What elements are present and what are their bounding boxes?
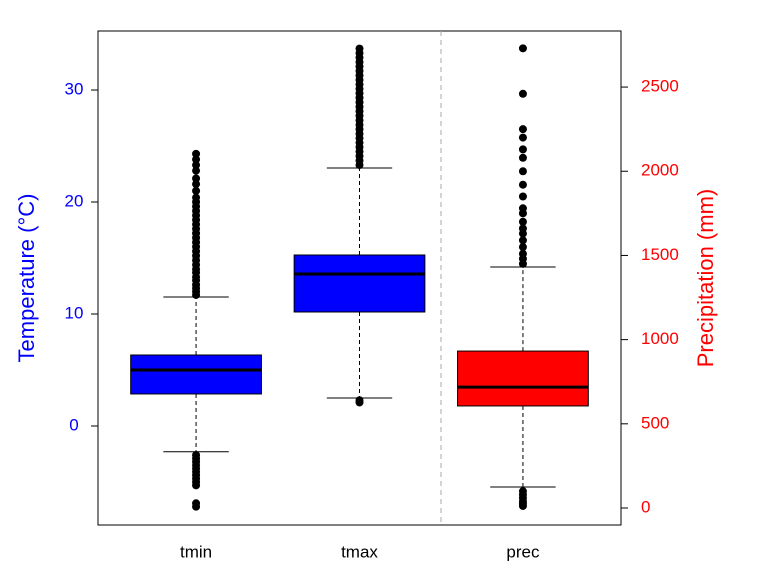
outlier	[518, 145, 527, 154]
outlier	[518, 44, 527, 53]
outlier	[192, 186, 201, 195]
box	[130, 354, 262, 395]
y2-axis-label: Precipitation (mm)	[693, 189, 718, 367]
outlier	[355, 44, 364, 53]
y2-tick-label: 2000	[641, 161, 679, 180]
outlier	[518, 180, 527, 189]
outlier	[518, 249, 527, 258]
outlier	[192, 166, 201, 175]
box	[293, 254, 426, 313]
x-tick-label: prec	[506, 542, 540, 561]
y2-tick-label: 500	[641, 413, 669, 432]
outlier	[518, 204, 527, 213]
outlier	[518, 192, 527, 201]
outlier	[192, 502, 201, 511]
y2-tick-label: 2500	[641, 77, 679, 96]
y-tick-label: 10	[65, 303, 84, 322]
box	[457, 350, 589, 407]
outlier	[192, 193, 201, 202]
y-tick-label: 20	[65, 191, 84, 210]
outlier	[518, 153, 527, 162]
outlier	[192, 174, 201, 183]
y2-tick-label: 1000	[641, 329, 679, 348]
x-tick-label: tmax	[341, 542, 378, 561]
outlier	[355, 396, 364, 405]
outlier	[192, 180, 201, 189]
plot-frame	[97, 30, 622, 526]
outlier	[518, 243, 527, 252]
outlier	[518, 167, 527, 176]
outlier	[192, 161, 201, 170]
outlier	[518, 501, 527, 510]
outlier	[518, 133, 527, 142]
outlier	[518, 125, 527, 134]
y-tick-label: 30	[65, 80, 84, 99]
outlier	[192, 155, 201, 164]
y-tick-label: 0	[69, 415, 78, 434]
y2-tick-label: 0	[641, 497, 650, 516]
y2-tick-label: 1500	[641, 245, 679, 264]
outlier	[518, 89, 527, 98]
outlier	[518, 217, 527, 226]
y-axis-label: Temperature (°C)	[14, 194, 39, 363]
outlier	[518, 224, 527, 233]
outlier	[192, 481, 201, 490]
x-tick-label: tmin	[180, 542, 212, 561]
outlier	[518, 236, 527, 245]
outlier	[192, 149, 201, 158]
